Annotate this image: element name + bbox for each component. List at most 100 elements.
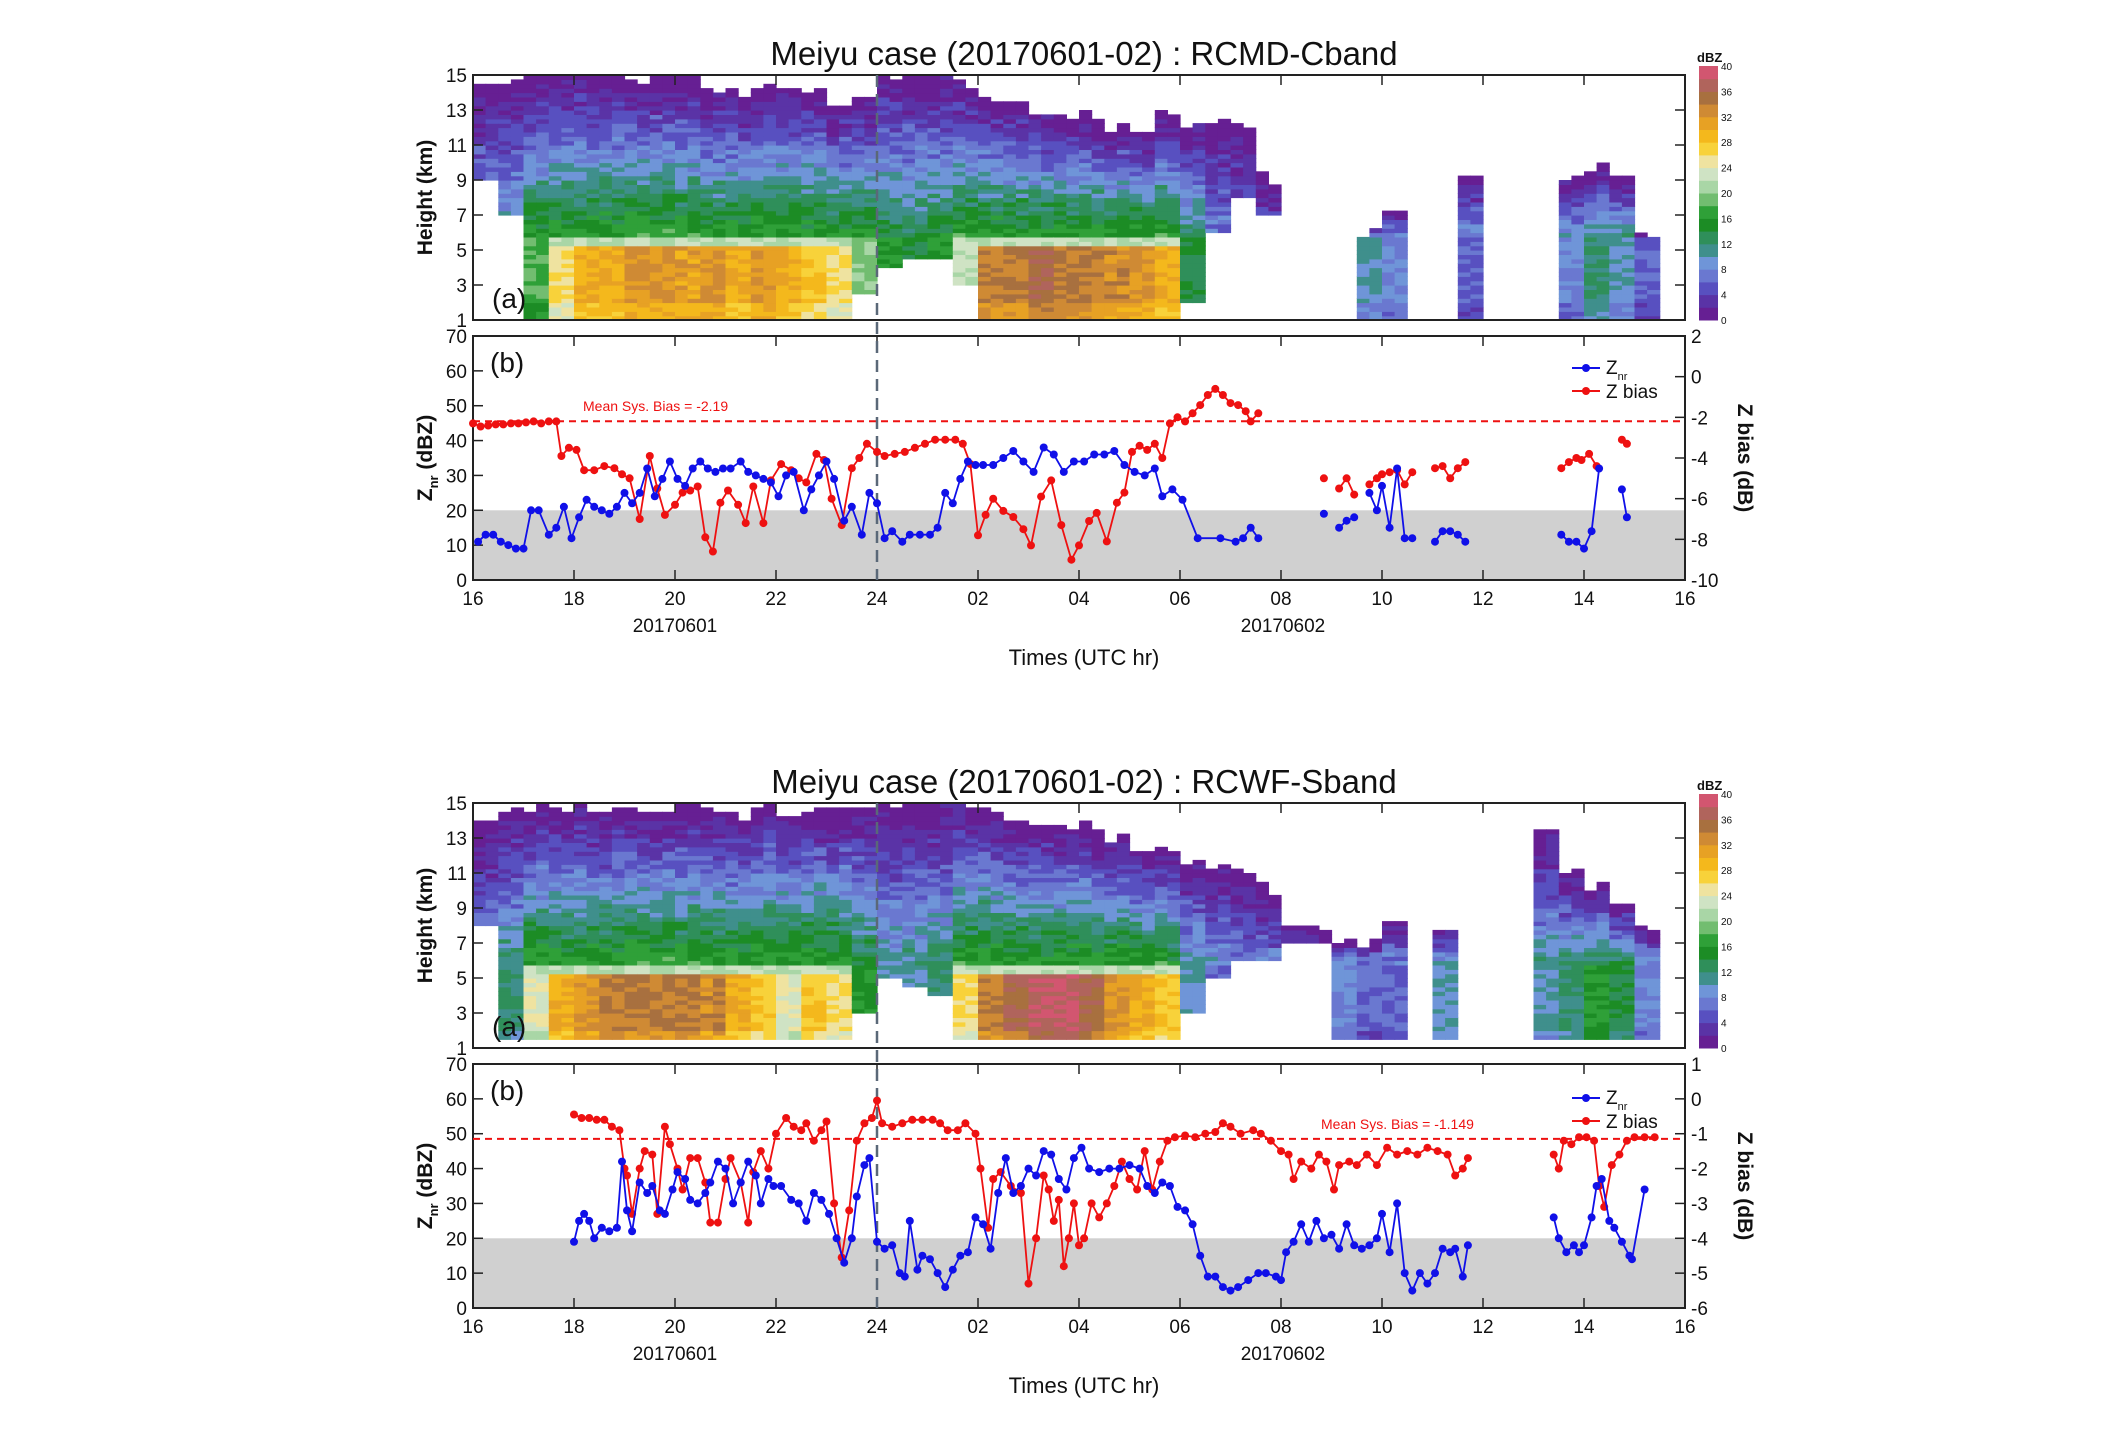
heatmap-cell — [1217, 184, 1232, 190]
heatmap-cell — [548, 271, 562, 277]
heatmap-cell — [940, 136, 954, 142]
heatmap-cell — [725, 982, 739, 988]
heatmap-cell — [1558, 271, 1572, 277]
heatmap-cell — [712, 833, 727, 839]
heatmap-cell — [801, 293, 815, 299]
heatmap-cell — [940, 206, 954, 212]
heatmap-cell — [637, 105, 651, 111]
heatmap-cell — [738, 280, 752, 286]
heatmap-cell — [1382, 289, 1396, 295]
heatmap-cell — [763, 1017, 777, 1023]
heatmap-cell — [1104, 258, 1118, 264]
heatmap-cell — [700, 149, 714, 155]
heatmap-cell — [725, 276, 739, 282]
colorbar-tick-label: 24 — [1721, 164, 1733, 175]
heatmap-cell — [485, 114, 499, 120]
heatmap-cell — [561, 298, 575, 304]
heatmap-cell — [801, 105, 815, 111]
heatmap-cell — [889, 145, 903, 150]
heatmap-cell — [1079, 180, 1093, 185]
heatmap-cell — [1129, 145, 1143, 150]
heatmap-cell — [637, 873, 651, 878]
heatmap-cell — [801, 245, 815, 251]
heatmap-cell — [725, 1004, 739, 1010]
heatmap-cell — [712, 188, 727, 194]
heatmap-cell — [864, 215, 878, 220]
heatmap-cell — [523, 101, 537, 107]
heatmap-cell — [662, 136, 676, 142]
heatmap-cell — [851, 105, 865, 111]
heatmap-cell — [952, 153, 966, 159]
heatmap-cell — [1116, 232, 1131, 238]
heatmap-cell — [776, 114, 790, 120]
heatmap-cell — [776, 886, 790, 892]
heatmap-cell — [675, 951, 689, 957]
heatmap-cell — [662, 986, 676, 992]
heatmap-cell — [574, 311, 588, 317]
heatmap-cell — [712, 162, 727, 168]
heatmap-cell — [738, 145, 752, 150]
zbias-point — [1438, 462, 1447, 471]
heatmap-cell — [940, 83, 954, 89]
heatmap-cell — [523, 846, 537, 852]
heatmap-cell — [864, 193, 878, 199]
heatmap-cell — [750, 258, 764, 264]
heatmap-cell — [637, 118, 651, 124]
heatmap-cell — [712, 136, 727, 142]
heatmap-cell — [978, 223, 992, 229]
heatmap-cell — [750, 306, 764, 312]
heatmap-cell — [902, 241, 916, 247]
heatmap-cell — [485, 110, 499, 115]
heatmap-cell — [574, 250, 588, 255]
heatmap-cell — [586, 258, 600, 264]
heatmap-cell — [788, 136, 802, 142]
heatmap-cell — [826, 201, 840, 207]
heatmap-cell — [1634, 263, 1648, 269]
heatmap-cell — [637, 864, 651, 870]
heatmap-cell — [1571, 280, 1585, 286]
znr-point — [1319, 509, 1328, 518]
heatmap-cell — [1382, 298, 1396, 304]
heatmap-cell — [1167, 158, 1181, 164]
heatmap-cell — [1255, 206, 1269, 212]
heatmap-cell — [1079, 206, 1093, 212]
heatmap-cell — [1647, 311, 1661, 317]
heatmap-cell — [624, 206, 638, 212]
date-label: 20170602 — [1241, 616, 1326, 637]
heatmap-cell — [1558, 245, 1572, 251]
heatmap-cell — [813, 149, 828, 155]
heatmap-cell — [1154, 306, 1168, 312]
heatmap-cell — [536, 947, 550, 953]
heatmap-cell — [738, 833, 752, 839]
heatmap-cell — [1053, 184, 1067, 190]
heatmap-cell — [675, 908, 689, 913]
y-tick-label: 50 — [446, 397, 467, 418]
heatmap-cell — [649, 929, 663, 935]
heatmap-cell — [1041, 280, 1055, 286]
zbias-point — [660, 510, 669, 519]
heatmap-cell — [662, 925, 676, 931]
heatmap-cell — [914, 215, 929, 220]
heatmap-cell — [624, 83, 638, 89]
zbias-point — [529, 417, 538, 426]
heatmap-cell — [1634, 245, 1648, 251]
heatmap-cell — [586, 829, 600, 835]
heatmap-cell — [763, 991, 777, 997]
heatmap-cell — [738, 166, 752, 172]
heatmap-cell — [978, 250, 992, 255]
heatmap-cell — [536, 999, 550, 1005]
heatmap-cell — [965, 232, 979, 238]
heatmap-cell — [750, 1013, 764, 1018]
heatmap-cell — [750, 271, 764, 277]
heatmap-cell — [914, 201, 929, 207]
heatmap-cell — [1041, 289, 1055, 295]
heatmap-cell — [1470, 276, 1484, 282]
heatmap-cell — [1192, 219, 1206, 225]
heatmap-cell — [611, 171, 626, 177]
zbias-point — [1128, 447, 1136, 456]
heatmap-cell — [965, 166, 979, 172]
heatmap-cell — [1634, 293, 1648, 299]
heatmap-cell — [1041, 245, 1055, 251]
heatmap-cell — [662, 166, 676, 172]
heatmap-cell — [1142, 215, 1156, 220]
